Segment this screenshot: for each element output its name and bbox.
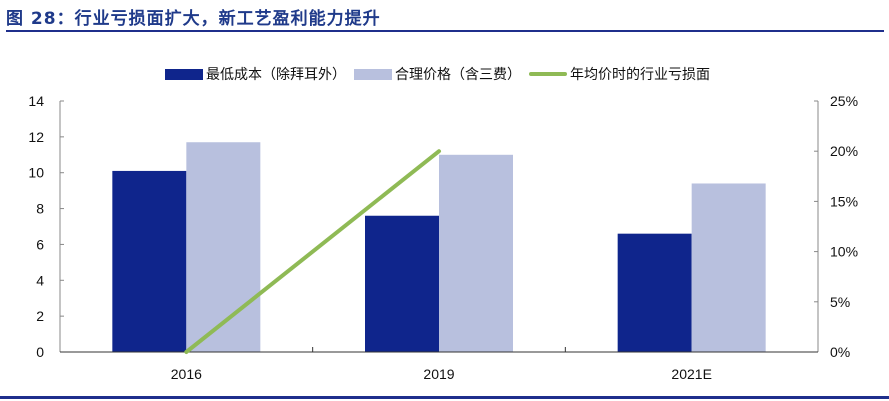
left-tick-label: 14 [28,93,44,109]
bar-min-cost-2021E [617,233,692,352]
right-y-axis: 0% 5% 10% 15% 20% 25% [814,93,858,360]
right-tick-label: 0% [830,344,850,360]
legend-label-loss: 年均价时的行业亏损面 [570,67,710,83]
left-tick-label: 0 [36,344,44,360]
right-tick-label: 10% [830,244,858,260]
left-tick-label: 8 [36,201,44,217]
figure-title: 图 28：行业亏损面扩大，新工艺盈利能力提升 [6,9,381,29]
legend-swatch-loss [529,72,567,76]
bar-min-cost-2016 [112,170,187,352]
legend-swatch-min-cost [165,68,203,80]
legend-item-loss: 年均价时的行业亏损面 [529,64,710,84]
x-tick-label: 2021E [671,366,711,382]
legend-item-price: 合理价格（含三费） [354,64,521,84]
bar-price-2016 [186,142,261,352]
x-tick-label: 2019 [423,366,454,382]
left-tick-label: 12 [28,129,44,145]
legend-swatch-price [354,68,392,80]
right-tick-label: 20% [830,143,858,159]
left-y-axis: 0 2 4 6 8 10 12 14 [28,93,64,360]
legend-label-min-cost: 最低成本（除拜耳外） [206,67,346,83]
x-axis: 2016 2019 2021E [60,347,818,382]
bar-price-2019 [439,154,513,352]
bottom-divider [0,396,889,399]
left-tick-label: 6 [36,236,44,252]
right-tick-label: 25% [830,93,858,109]
line-series-loss [184,149,441,354]
bar-price-2021E [691,183,766,352]
right-tick-label: 5% [830,294,850,310]
chart-legend: 最低成本（除拜耳外） 合理价格（含三费） 年均价时的行业亏损面 [165,64,718,84]
left-tick-label: 2 [36,308,44,324]
loss-line [184,149,441,354]
title-divider [6,30,884,32]
legend-item-min-cost: 最低成本（除拜耳外） [165,64,346,84]
bar-min-cost-2019 [365,215,439,352]
bar-series [112,142,766,352]
left-tick-label: 10 [28,165,44,181]
legend-label-price: 合理价格（含三费） [395,67,521,83]
right-tick-label: 15% [830,193,858,209]
x-tick-label: 2016 [171,366,202,382]
left-tick-label: 4 [36,272,44,288]
